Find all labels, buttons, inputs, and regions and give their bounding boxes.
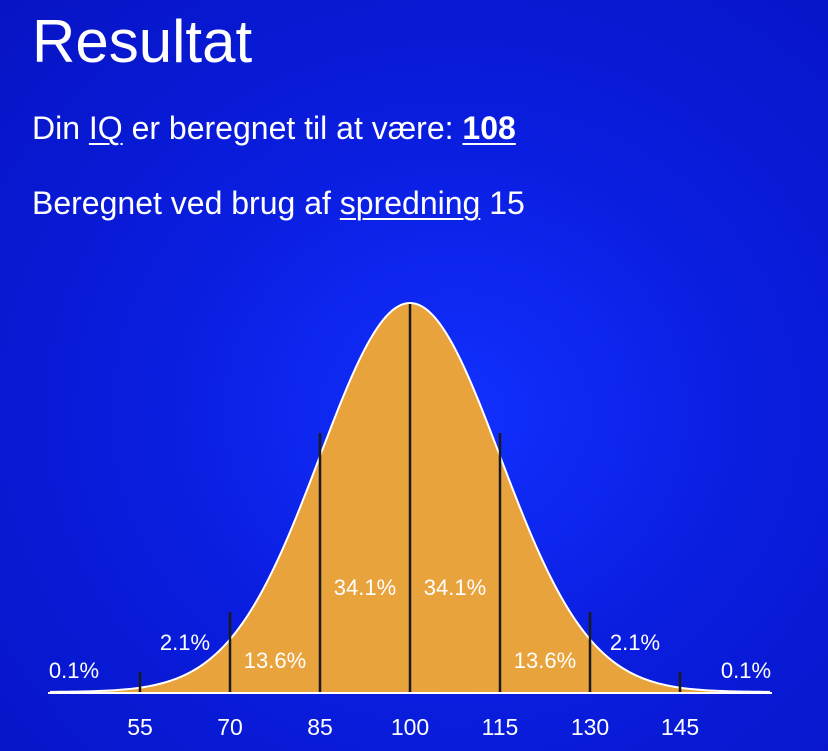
segment-label-7: 0.1% [721,658,771,683]
tick-label-85: 85 [307,714,333,740]
tick-label-70: 70 [217,714,243,740]
page-title: Resultat [32,8,253,75]
tick-label-145: 145 [661,714,699,740]
tick-label-100: 100 [391,714,429,740]
spread-link[interactable]: spredning [339,185,481,221]
x-tick-labels: 55 70 85 100 115 130 145 [127,714,699,740]
segment-label-1: 2.1% [160,630,210,655]
segment-label-0: 0.1% [49,658,99,683]
iq-result-line: Din IQ er beregnet til at være: 108 [32,108,516,148]
tick-label-115: 115 [482,714,519,740]
segment-label-2: 13.6% [244,648,306,673]
iq-link[interactable]: IQ [88,110,123,146]
iq-result-prefix: Din [32,110,89,146]
segment-label-3: 34.1% [334,575,396,600]
iq-result-middle: er beregnet til at være: [122,110,463,146]
segment-label-6: 2.1% [610,630,660,655]
spread-line: Beregnet ved brug af spredning 15 [32,183,525,223]
sd-dividers [138,304,682,692]
spread-value: 15 [480,185,525,221]
tick-label-130: 130 [571,714,609,740]
segment-label-4: 34.1% [424,575,486,600]
segment-label-5: 13.6% [514,648,576,673]
segment-labels: 0.1% 2.1% 13.6% 34.1% 34.1% 13.6% 2.1% 0.1% [49,575,771,683]
tick-label-55: 55 [127,714,153,740]
curve-outline [49,301,771,693]
spread-prefix: Beregnet ved brug af [32,185,340,221]
iq-value-link[interactable]: 108 [462,110,516,146]
